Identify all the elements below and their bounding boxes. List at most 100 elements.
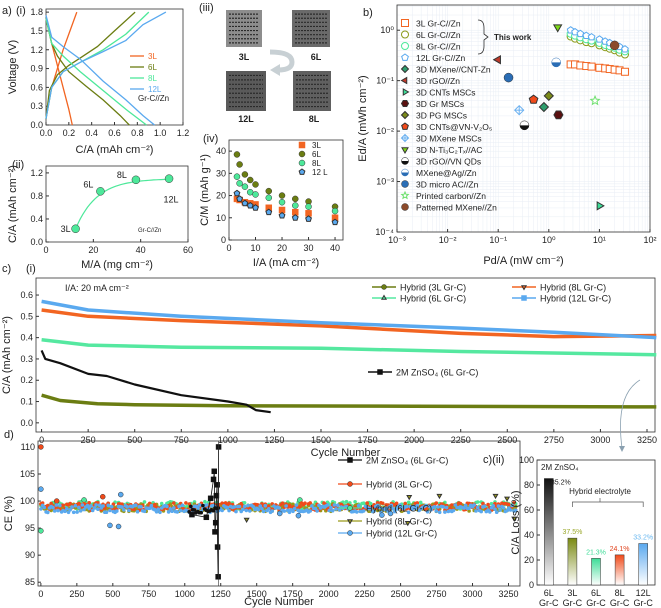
arrow-head-icon <box>270 64 280 76</box>
data-point <box>244 508 249 513</box>
data-point <box>595 35 604 43</box>
legend-marker <box>400 110 410 120</box>
data-point <box>197 503 202 507</box>
data-point <box>267 507 271 511</box>
legend-label: 2M ZnSO₄ (6L Gr-C) <box>396 368 478 378</box>
data-point <box>403 501 408 506</box>
legend-marker <box>381 284 387 290</box>
data-point <box>437 510 442 515</box>
data-point <box>233 189 241 197</box>
data-point <box>241 507 245 512</box>
outlier-point <box>189 511 195 518</box>
data-point <box>75 510 79 514</box>
data-point <box>134 503 138 508</box>
data-point <box>82 507 86 512</box>
legend-marker <box>347 505 353 511</box>
marker-half <box>401 172 409 177</box>
x-tick-label: 1500 <box>311 435 331 445</box>
series-line <box>40 349 271 414</box>
data-point <box>508 508 513 512</box>
y-tick-label: 110 <box>21 442 35 452</box>
data-point <box>164 174 174 183</box>
y-axis-title: CE (%) <box>3 496 15 531</box>
data-point <box>115 509 119 513</box>
series-line <box>41 308 657 339</box>
y-tick-label: 60 <box>524 505 534 515</box>
x-axis-title: C/A (mAh cm⁻²) <box>76 144 154 156</box>
x-tick-label: 0.0 <box>40 128 53 138</box>
data-point <box>308 509 313 513</box>
data-point <box>538 101 550 113</box>
data-point <box>147 506 152 511</box>
data-point <box>334 507 338 511</box>
data-point <box>441 505 446 509</box>
y-tick-label: 30 <box>216 168 226 178</box>
data-point <box>172 501 176 505</box>
data-point <box>261 509 266 514</box>
legend-marker <box>401 42 409 50</box>
x-tick-label: 0 <box>38 589 43 599</box>
outlier-point <box>492 493 499 500</box>
data-point <box>154 510 159 514</box>
legend-label: Hybrid (3L Gr-C) <box>366 480 432 490</box>
data-point <box>410 507 414 512</box>
data-point <box>474 509 478 513</box>
data-point <box>479 509 484 514</box>
bar-data-label: 85.2% <box>551 480 571 487</box>
outlier-point <box>214 544 221 550</box>
legend-marker <box>401 19 409 27</box>
data-point <box>109 504 114 509</box>
data-point <box>135 509 140 514</box>
plot-frame <box>37 440 521 587</box>
series-line-6L-discharge <box>45 18 130 126</box>
data-point <box>384 506 389 510</box>
data-point <box>315 509 319 513</box>
series-line <box>191 446 219 577</box>
data-point <box>305 215 312 222</box>
bar <box>591 558 601 586</box>
data-point <box>609 40 620 51</box>
legend-label: Hybrid (6L Gr-C) <box>400 294 466 304</box>
data-point <box>199 510 203 515</box>
y-axis-title: C/A (mAh cm⁻²) <box>7 165 19 243</box>
data-point <box>496 504 501 508</box>
data-point <box>172 506 176 510</box>
data-point <box>225 505 230 510</box>
series-line <box>41 338 657 357</box>
legend-label: 3D micro AC//Zn <box>416 180 479 190</box>
data-point <box>101 504 105 508</box>
legend-marker <box>380 294 388 300</box>
x-tick-label: 40 <box>330 243 340 253</box>
data-point <box>56 508 60 513</box>
photo-12l <box>226 71 266 111</box>
data-point <box>552 24 563 33</box>
category-label: Gr-C <box>633 598 653 608</box>
series-line-8L-charge <box>45 11 150 119</box>
data-point <box>543 90 555 102</box>
bar-data-label: 21.3% <box>586 549 606 556</box>
data-point <box>405 504 409 509</box>
legend-marker <box>298 168 306 175</box>
x-tick-label: 10⁻³ <box>388 235 406 245</box>
data-point <box>39 507 43 511</box>
data-point <box>287 503 292 508</box>
y-tick-label: 0.0 <box>30 237 43 247</box>
x-tick-label: 0.2 <box>63 128 76 138</box>
x-tick-label: 0.8 <box>131 128 144 138</box>
callout-arrow-icon <box>620 379 641 449</box>
data-point <box>70 505 74 509</box>
y-tick-label: 0.4 <box>20 333 33 343</box>
y-tick-label: 20 <box>216 191 226 201</box>
x-tick-label: 2500 <box>391 589 411 599</box>
x-axis-title: I/A (mA cm⁻²) <box>253 257 319 269</box>
x-tick-label: 250 <box>81 435 96 445</box>
legend-label: 3D rGO//Zn <box>416 76 460 86</box>
x-tick-label: 10⁰ <box>542 235 556 245</box>
y-tick-label: 0.0 <box>30 120 43 130</box>
data-point <box>458 501 463 506</box>
data-point <box>192 508 197 512</box>
legend-marker <box>347 481 353 487</box>
data-point <box>236 161 243 168</box>
data-point <box>90 508 95 513</box>
legend-label: 12L Gr-C//Zn <box>416 53 466 63</box>
